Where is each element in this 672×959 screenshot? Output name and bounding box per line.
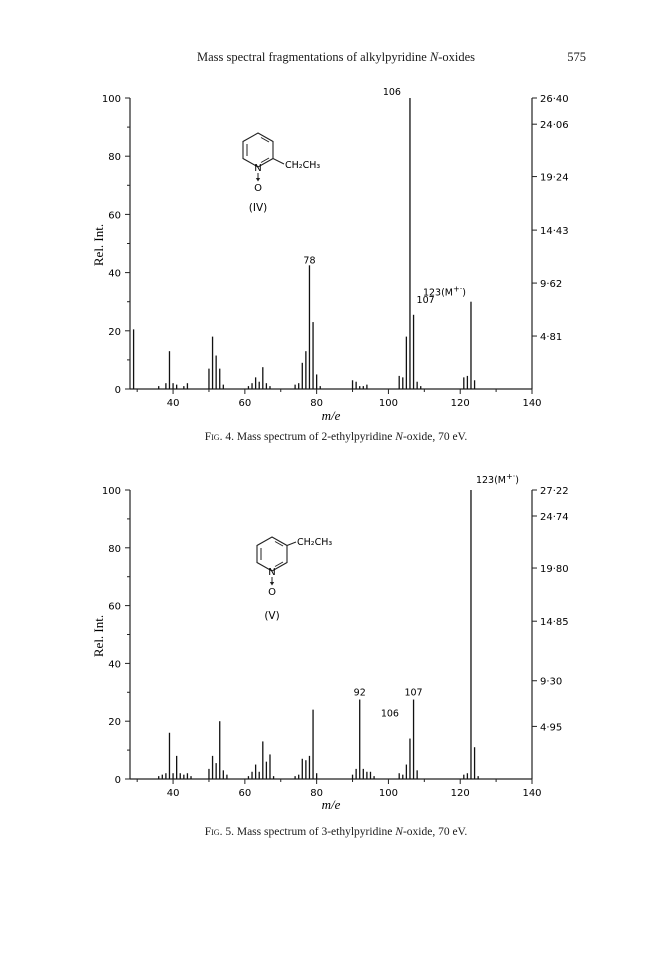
y-tick-label: 40 xyxy=(108,269,121,280)
y-tick-label: 60 xyxy=(108,602,121,613)
running-title: Mass spectral fragmentations of alkylpyr… xyxy=(196,50,476,64)
ethyl-bond xyxy=(286,541,297,546)
oxygen-atom: O xyxy=(268,587,276,598)
ring-double-bond xyxy=(274,541,284,547)
fig4-xlabel: m/e xyxy=(322,408,341,423)
x-tick-label: 120 xyxy=(451,398,470,409)
peak-label: 107 xyxy=(417,295,435,306)
ring-double-bond xyxy=(274,561,284,567)
arrow-head xyxy=(255,178,261,182)
ring-double-bond xyxy=(260,137,270,143)
right-tick-label: 26·40 xyxy=(540,94,569,105)
running-head: Mass spectral fragmentations of alkylpyr… xyxy=(0,50,672,70)
fig4-right-ticks: 26·40 24·06 19·24 14·43 9·62 4·81 xyxy=(532,94,569,343)
ethyl-substituent: CH₂CH₃ xyxy=(285,160,320,171)
right-tick-label: 14·85 xyxy=(540,617,569,628)
fig5-caption: Fig. 5. Mass spectrum of 3-ethylpyridine… xyxy=(204,826,468,838)
fig5-peaks xyxy=(158,490,479,779)
right-tick-label: 19·80 xyxy=(540,564,569,575)
fig4-y-ticks: 0 20 40 60 80 100 xyxy=(102,94,130,396)
y-tick-label: 100 xyxy=(102,486,121,497)
right-tick-label: 9·62 xyxy=(540,279,562,290)
y-tick-label: 60 xyxy=(108,210,121,221)
right-tick-label: 24·06 xyxy=(540,120,569,131)
fig5-peak-labels: 92 107 106 123(M+·) xyxy=(354,472,519,720)
fig4-x-ticks: 40 60 80 100 120 140 xyxy=(136,389,542,409)
peak-label-mass: 123(M xyxy=(476,475,506,486)
oxygen-atom: O xyxy=(254,183,262,194)
x-tick-label: 80 xyxy=(310,788,323,799)
fig5-y-ticks: 0 20 40 60 80 100 xyxy=(102,486,130,786)
right-tick-label: 4·95 xyxy=(540,722,562,733)
right-tick-label: 24·74 xyxy=(540,512,569,523)
fig4-caption: Fig. 4. Mass spectrum of 2-ethylpyridine… xyxy=(204,431,468,443)
peak-label-close: ) xyxy=(462,288,466,299)
peak-label: 78 xyxy=(303,255,315,266)
fig4-structure: N CH₂CH₃ O (IV) xyxy=(242,132,320,214)
y-tick-label: 100 xyxy=(102,94,121,105)
peak-label-molecular-ion: 123(M+·) xyxy=(476,472,519,486)
x-tick-label: 120 xyxy=(451,788,470,799)
compound-label: (V) xyxy=(264,610,279,622)
ring-double-bond xyxy=(260,157,270,163)
x-tick-label: 100 xyxy=(379,788,398,799)
peak-label-charge: +· xyxy=(453,285,462,294)
peak-label-mass: 123(M xyxy=(423,288,453,299)
peak-label: 106 xyxy=(381,709,399,720)
right-tick-label: 14·43 xyxy=(540,226,569,237)
arrow-head xyxy=(269,582,275,586)
y-tick-label: 80 xyxy=(108,152,121,163)
ring-nitrogen: N xyxy=(268,567,275,578)
peak-label: 106 xyxy=(383,87,401,98)
right-tick-label: 19·24 xyxy=(540,173,569,184)
y-tick-label: 20 xyxy=(108,717,121,728)
peak-label: 107 xyxy=(404,688,422,699)
fig4-ylabel: Rel. Int. xyxy=(91,224,106,266)
fig5-right-ticks: 27·22 24·74 19·80 14·85 9·30 4·95 xyxy=(532,486,569,733)
fig5-structure: N CH₂CH₃ O (V) xyxy=(256,536,332,622)
peak-label-charge: +· xyxy=(506,472,515,481)
peak-label-molecular-ion: 123(M+·) xyxy=(423,285,466,299)
y-tick-label: 0 xyxy=(115,775,121,786)
ethyl-bond xyxy=(272,158,285,165)
fig5-axes xyxy=(129,490,533,780)
fig5-x-ticks: 40 60 80 100 120 140 xyxy=(136,779,542,799)
x-tick-label: 80 xyxy=(310,398,323,409)
right-tick-label: 27·22 xyxy=(540,486,569,497)
right-tick-label: 4·81 xyxy=(540,332,562,343)
peak-label: 92 xyxy=(354,688,366,699)
y-tick-label: 80 xyxy=(108,544,121,555)
x-tick-label: 40 xyxy=(167,788,180,799)
peak-label-close: ) xyxy=(515,475,519,486)
y-tick-label: 20 xyxy=(108,327,121,338)
x-tick-label: 40 xyxy=(167,398,180,409)
ring-nitrogen: N xyxy=(254,163,261,174)
x-tick-label: 60 xyxy=(238,398,251,409)
y-tick-label: 40 xyxy=(108,659,121,670)
compound-label: (IV) xyxy=(249,202,267,214)
x-tick-label: 100 xyxy=(379,398,398,409)
fig5-ylabel: Rel. Int. xyxy=(91,615,106,657)
x-tick-label: 140 xyxy=(522,398,541,409)
ethyl-substituent: CH₂CH₃ xyxy=(297,537,332,548)
right-tick-label: 9·30 xyxy=(540,677,562,688)
fig4-peaks xyxy=(132,98,476,389)
fig5-xlabel: m/e xyxy=(322,797,341,812)
x-tick-label: 60 xyxy=(238,788,251,799)
x-tick-label: 140 xyxy=(522,788,541,799)
y-tick-label: 0 xyxy=(115,385,121,396)
pyridine-ring xyxy=(242,132,274,168)
page-number: 575 xyxy=(567,50,586,64)
